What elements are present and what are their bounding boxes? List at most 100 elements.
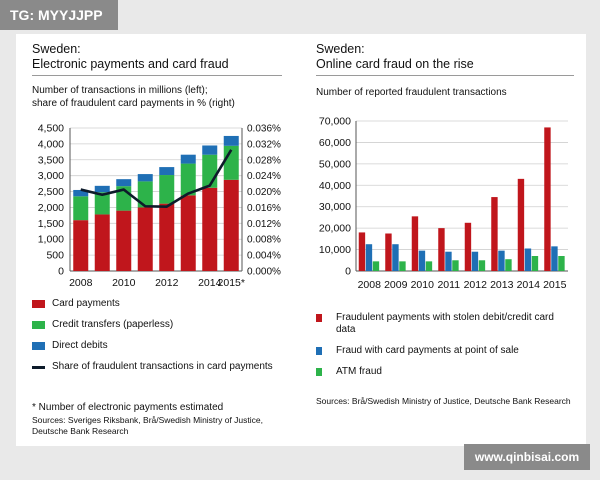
bar-debit xyxy=(223,135,239,146)
bar-debit xyxy=(202,145,218,155)
bar-pos xyxy=(445,251,452,271)
x-tick-label: 2010 xyxy=(112,277,136,289)
bar-debit xyxy=(73,189,89,197)
y2-tick-label: 0.004% xyxy=(247,251,281,262)
y-tick-label: 70,000 xyxy=(319,116,351,128)
bar-stolen-data xyxy=(464,222,472,271)
x-tick-label: 2010 xyxy=(411,279,435,291)
y-tick-label: 4,000 xyxy=(38,138,64,150)
legend-swatch-green xyxy=(32,321,45,329)
y2-tick-label: 0.020% xyxy=(247,187,281,198)
legend-swatch-green xyxy=(316,368,322,376)
x-tick-label: 2014 xyxy=(517,279,541,291)
legend-item-credit-transfers: Credit transfers (paperless) xyxy=(32,319,282,331)
bar-credit xyxy=(137,181,153,208)
x-tick-label: 2009 xyxy=(384,279,408,291)
bar-stolen-data xyxy=(358,232,366,271)
right-chart: 0 10,000 20,000 30,000 40,000 50,000 60,000 70,… xyxy=(319,116,568,291)
y-tick-label: 60,000 xyxy=(319,137,351,149)
bar-atm xyxy=(452,260,459,271)
left-chart-subtitle: Electronic payments and card fraud xyxy=(32,57,229,71)
bar-card xyxy=(159,203,175,271)
x-tick-label: 2015* xyxy=(218,277,245,289)
fraud-share-line xyxy=(80,149,233,208)
bar-stolen-data xyxy=(544,127,551,271)
legend-item-card-payments: Card payments xyxy=(32,298,282,310)
bar-atm xyxy=(478,260,486,271)
bar-card xyxy=(116,210,132,271)
left-chart: 0 500 1,000 1,500 2,000 2,500 3,000 3,500 4,000 4… xyxy=(38,123,281,290)
left-legend: Card payments Credit transfers (paperles… xyxy=(32,298,282,382)
bar-card xyxy=(223,179,239,271)
y2-tick-label: 0.028% xyxy=(247,155,281,166)
legend-label: Fraud with card payments at point of sal… xyxy=(336,345,519,356)
bar-pos xyxy=(524,248,532,271)
bar-debit xyxy=(180,154,196,164)
bar-debit xyxy=(159,167,175,176)
legend-label: Fraudulent payments with stolen debit/cr… xyxy=(336,312,554,335)
bar-atm xyxy=(399,261,406,271)
legend-item-point-of-sale: Fraud with card payments at point of sal… xyxy=(316,345,574,357)
legend-item-atm-fraud: ATM fraud xyxy=(316,366,574,378)
y-tick-label: 40,000 xyxy=(319,180,351,192)
x-tick-label: 2013 xyxy=(490,279,514,291)
bar-card xyxy=(180,195,196,271)
y2-tick-label: 0.012% xyxy=(247,219,281,230)
bar-credit xyxy=(94,192,110,215)
x-tick-label: 2014 xyxy=(198,277,222,289)
y-tick-label: 3,500 xyxy=(38,154,64,166)
left-axis-label-right: share of fraudulent card payments in % (… xyxy=(32,98,235,109)
bar-credit xyxy=(73,196,89,221)
legend-label: ATM fraud xyxy=(336,366,382,377)
legend-swatch-blue xyxy=(316,347,322,355)
bar-stolen-data xyxy=(438,228,445,271)
x-tick-label: 2012 xyxy=(155,277,179,289)
left-axis-label: Number of transactions in millions (left… xyxy=(32,85,208,96)
y-tick-label: 30,000 xyxy=(319,201,351,213)
chart-card xyxy=(16,34,586,446)
legend-label: Card payments xyxy=(52,298,120,309)
bar-debit xyxy=(116,179,132,187)
watermark-top: TG: MYYJJPP xyxy=(0,0,118,30)
left-footnote: * Number of electronic payments estimate… xyxy=(32,402,224,413)
bar-debit xyxy=(137,174,153,182)
y-tick-label: 0 xyxy=(58,266,64,278)
bar-card xyxy=(137,207,153,271)
y-tick-label: 2,000 xyxy=(38,202,64,214)
x-tick-label: 2012 xyxy=(464,279,488,291)
y2-tick-label: 0.024% xyxy=(247,171,281,182)
y2-tick-label: 0.032% xyxy=(247,139,281,150)
y-tick-label: 50,000 xyxy=(319,158,351,170)
y-tick-label: 0 xyxy=(345,266,351,278)
y2-tick-label: 0.036% xyxy=(247,124,281,135)
right-sources: Sources: Brå/Swedish Ministry of Justice… xyxy=(316,396,571,406)
x-tick-label: 2011 xyxy=(437,279,460,291)
x-tick-label: 2008 xyxy=(358,279,382,291)
legend-item-direct-debits: Direct debits xyxy=(32,340,282,352)
bar-pos xyxy=(498,250,505,271)
bar-credit xyxy=(180,163,196,196)
left-title-rule xyxy=(32,75,282,76)
left-sources: Sources: Sveriges Riksbank, Brå/Swedish … xyxy=(32,415,264,436)
x-tick-label: 2008 xyxy=(69,277,93,289)
y2-tick-label: 0.016% xyxy=(247,203,281,214)
bar-pos xyxy=(365,244,373,271)
legend-label: Direct debits xyxy=(52,340,108,351)
right-title-rule xyxy=(316,75,574,76)
legend-swatch-red xyxy=(316,314,322,322)
y-tick-label: 20,000 xyxy=(319,223,351,235)
legend-label: Share of fraudulent transactions in card… xyxy=(52,361,273,372)
right-axis-label: Number of reported fraudulent transactio… xyxy=(316,87,507,98)
y-tick-label: 1,500 xyxy=(38,218,64,230)
bar-stolen-data xyxy=(517,178,525,271)
y-tick-label: 2,500 xyxy=(38,186,64,198)
bar-stolen-data xyxy=(491,197,498,271)
bar-stolen-data xyxy=(385,233,392,271)
bar-card xyxy=(73,220,89,271)
legend-item-stolen-card-data: Fraudulent payments with stolen debit/cr… xyxy=(316,312,574,336)
bar-atm xyxy=(425,261,433,271)
y-tick-label: 10,000 xyxy=(319,244,351,256)
bar-debit xyxy=(94,185,110,193)
right-chart-title: Sweden: xyxy=(316,42,365,56)
y-tick-label: 500 xyxy=(46,250,64,262)
